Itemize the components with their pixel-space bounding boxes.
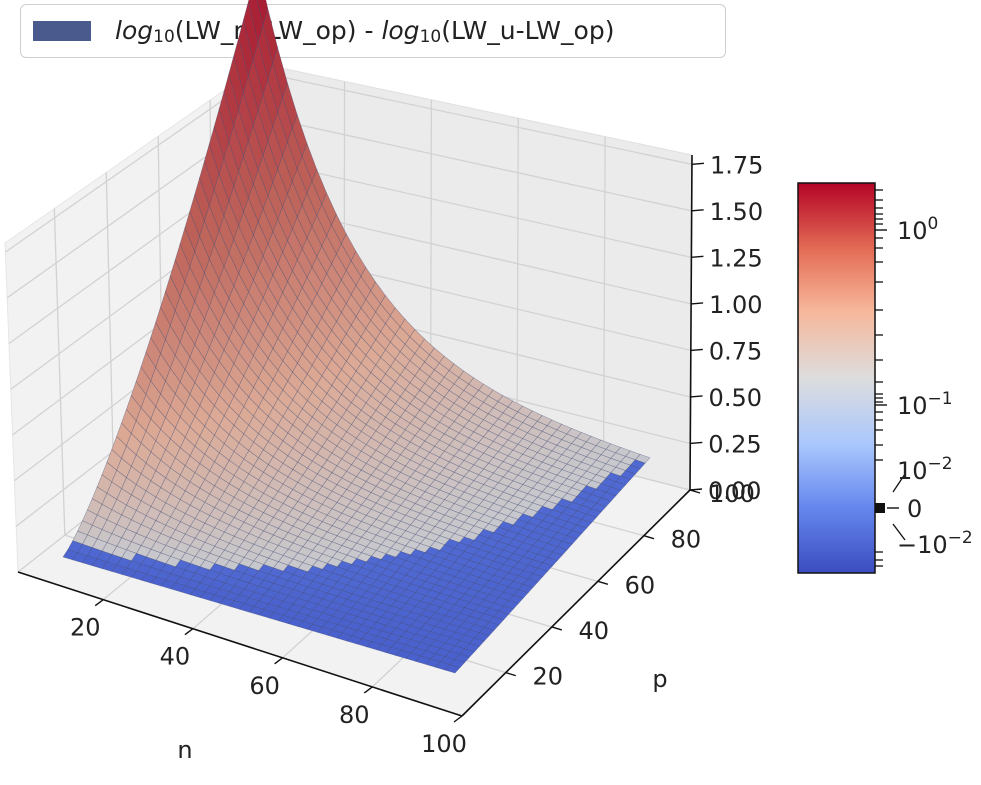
p-tick-label: 20 [532,663,563,691]
n-tick-label: 80 [339,701,370,729]
colorbar-gradient [797,182,876,574]
surface-cell [478,627,495,637]
n-tick-label: 60 [249,672,280,700]
colorbar-tick-label: 10−2 [897,454,953,485]
z-tick-label: 0.00 [708,477,761,505]
z-tick-label: 0.50 [709,384,762,412]
n-tick-label: 100 [421,730,467,758]
p-tick-mark [643,534,655,540]
n-tick-mark [363,686,373,694]
surface-cell [634,454,651,464]
z-tick-mark [691,302,704,305]
colorbar: 100 10−1 10−2 0 −10−2 [797,182,973,574]
n-tick-label: 20 [70,614,101,642]
n-tick-mark [184,628,194,636]
p-tick-label: 60 [625,571,656,599]
z-tick-mark [690,441,703,445]
tick-labels: 20406080100204060801000.000.250.500.751.… [70,151,763,764]
z-tick-label: 0.25 [708,430,761,458]
z-tick-label: 1.25 [709,244,762,272]
surface-cell [532,567,549,578]
n-tick-mark [274,657,284,665]
colorbar-leader [892,473,906,493]
surface-cell [444,664,461,674]
z-tick-label: 1.50 [710,198,763,226]
colorbar-tick-label: −10−2 [897,528,973,559]
colorbar-tick-label: 100 [897,214,938,245]
p-axis-line [461,489,691,717]
p-tick-label: 80 [671,526,702,554]
z-tick-mark [691,162,705,166]
surface-cell [600,492,617,502]
z-tick-mark [689,488,703,491]
z-tick-mark [690,348,703,352]
surface-cell [595,497,612,507]
p-tick-label: 40 [579,617,610,645]
p-axis-label: p [652,665,667,693]
z-tick-mark [691,255,704,259]
colorbar-tick-label: 10−1 [897,389,953,420]
z-tick-mark [691,209,704,212]
p-tick-mark [551,626,563,631]
colorbar-tick-label: 0 [907,495,922,523]
z-tick-label: 1.00 [709,291,762,319]
p-tick-mark [505,671,516,677]
z-tick-mark [690,395,703,398]
surface-cell [449,659,466,669]
colorbar-zero-marker [875,503,885,513]
n-axis-label: n [177,736,192,764]
n-tick-label: 40 [160,643,191,671]
z-tick-label: 1.75 [710,151,763,179]
p-tick-mark [597,580,609,585]
surface-cell [620,470,636,480]
n-tick-mark [94,599,104,607]
surface-cell [605,486,622,497]
surface-cell [469,637,485,647]
n-tick-mark [453,715,463,723]
z-tick-label: 0.75 [709,337,762,365]
legend-swatch [33,21,91,41]
surface-mesh [62,0,651,674]
n-axis-line [17,571,463,717]
colorbar-leader [892,523,906,541]
p-tick-label: 100 [709,480,755,508]
